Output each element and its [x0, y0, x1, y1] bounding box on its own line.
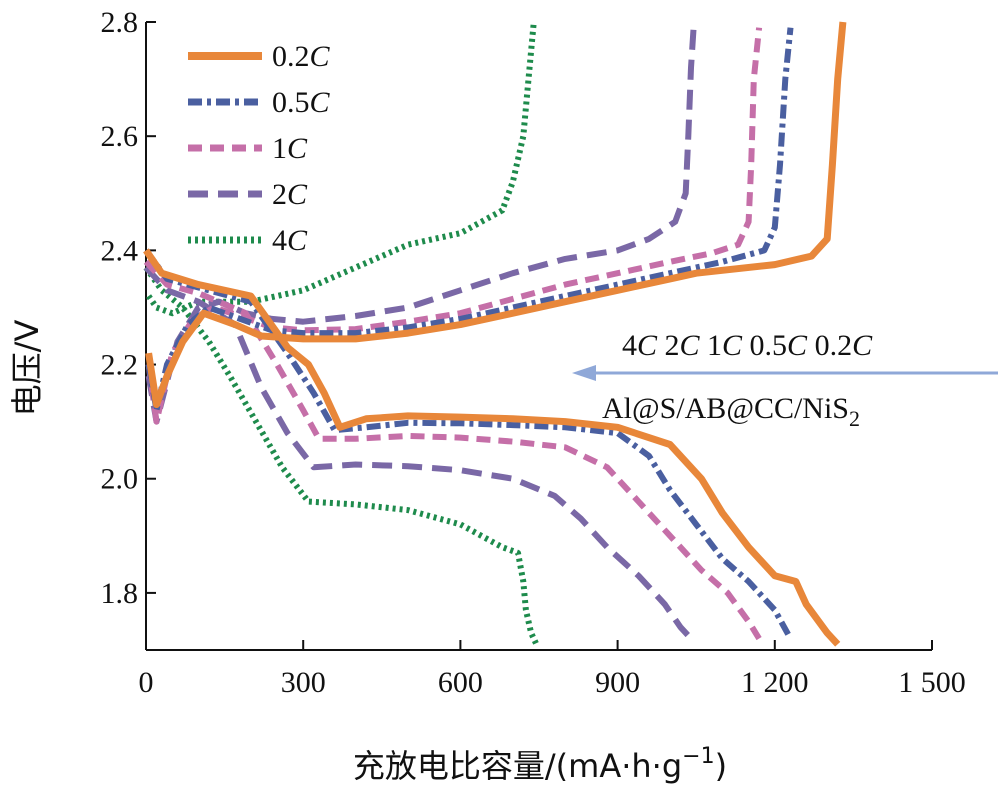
x-tick-label: 0: [139, 666, 154, 699]
y-axis-label: 电压/V: [8, 320, 46, 417]
x-tick-label: 1 200: [741, 666, 809, 699]
x-tick-label: 900: [595, 666, 640, 699]
sample-label: Al@S/AB@CC/NiS2: [602, 392, 860, 431]
y-tick-label: 2.6: [101, 120, 139, 153]
legend-label-4c: 4C: [272, 224, 308, 257]
x-tick-label: 600: [438, 666, 483, 699]
series-layer: [143, 21, 847, 647]
y-tick-label: 1.8: [101, 577, 139, 610]
series-4c-charge-line: [146, 21, 537, 317]
y-tick-label: 2.8: [101, 6, 139, 39]
sample-label-main: Al@S/AB@CC/NiS: [602, 392, 849, 425]
legend-label-0-2c: 0.2C: [272, 40, 331, 73]
rate-sequence-label: 4C 2C 1C 0.5C 0.2C: [622, 329, 873, 362]
x-tick-label: 300: [281, 666, 326, 699]
x-axis-label-main: 充放电比容量/(mA·h·g: [353, 747, 682, 785]
legend: 0.2C 0.5C 1C 2C 4C: [188, 40, 331, 257]
x-axis-label: 充放电比容量/(mA·h·g−1): [353, 744, 727, 785]
y-tick-label: 2.2: [101, 349, 139, 382]
rate-annotation: 4C 2C 1C 0.5C 0.2C Al@S/AB@CC/NiS2: [572, 329, 998, 431]
y-tick-label: 2.4: [101, 234, 139, 267]
x-tick-label: 1 500: [898, 666, 966, 699]
series-2c-charge-line: [145, 27, 697, 425]
direction-arrow-head: [572, 365, 596, 381]
axes: 0 300 600 900 1 200 1 500 1.8 2.0 2.2 2.4 2.6 2.8: [101, 6, 966, 699]
legend-label-0-5c: 0.5C: [272, 86, 331, 119]
legend-label-1c: 1C: [272, 132, 308, 165]
series-1c-discharge-line: [143, 259, 762, 641]
series-0-2c-charge-line: [145, 21, 847, 408]
x-axis-label-close: ): [715, 747, 727, 785]
y-tick-label: 2.0: [101, 463, 139, 496]
x-axis-label-sup: −1: [682, 744, 714, 769]
series-0-5c-charge-line: [145, 27, 794, 414]
series-1c-charge-line: [145, 27, 763, 425]
legend-label-2c: 2C: [272, 178, 308, 211]
sample-label-sub: 2: [849, 406, 860, 431]
series-0-2c-discharge-line: [143, 248, 841, 647]
